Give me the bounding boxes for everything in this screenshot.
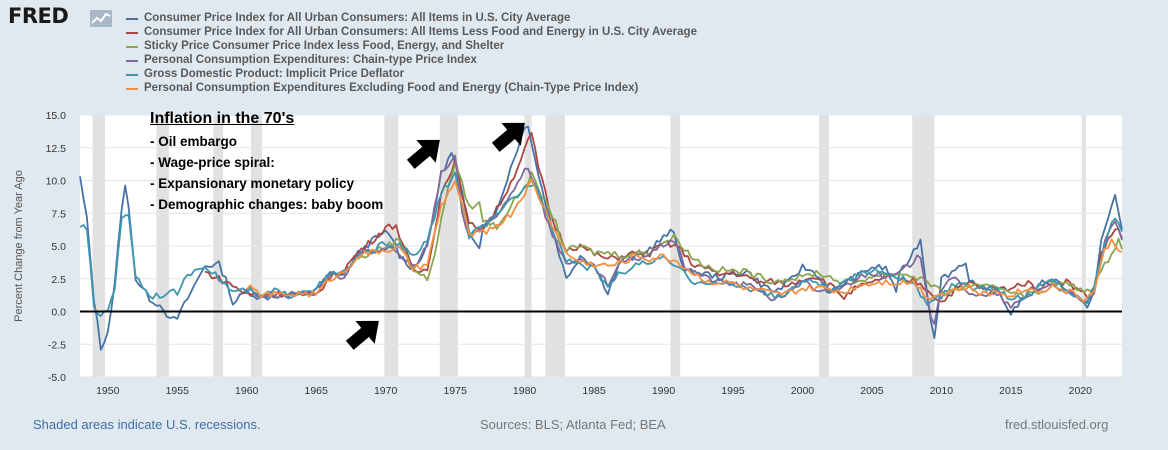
- recession-note: Shaded areas indicate U.S. recessions.: [33, 417, 261, 432]
- x-tick-label: 1985: [582, 385, 606, 397]
- annotation-line: - Demographic changes: baby boom: [150, 197, 384, 212]
- chart: 15.0 12.5 10.0 7.5 5.0 2.5 0.0 -2.5 -5.0 1950 1955…: [13, 110, 1123, 397]
- legend-label: Consumer Price Index for All Urban Consu…: [144, 26, 697, 38]
- source-url-link[interactable]: fred.stlouisfed.org: [1005, 417, 1109, 432]
- y-tick-label: 0.0: [51, 307, 66, 319]
- legend-label: Consumer Price Index for All Urban Consu…: [144, 12, 571, 24]
- x-tick-label: 1975: [443, 385, 467, 397]
- fred-logo[interactable]: FRED: [8, 4, 69, 28]
- legend-swatch: [126, 46, 138, 48]
- legend-swatch: [126, 18, 138, 20]
- y-axis-label: Percent Change from Year Ago: [13, 170, 25, 322]
- sources-note: Sources: BLS; Atlanta Fed; BEA: [480, 417, 666, 432]
- x-tick-label: 2005: [860, 385, 884, 397]
- legend-swatch: [126, 60, 138, 62]
- y-tick-label: 2.5: [51, 274, 66, 286]
- legend-label: Gross Domestic Product: Implicit Price D…: [144, 68, 405, 80]
- legend-swatch: [126, 32, 138, 34]
- arrow-icon: [406, 139, 440, 169]
- series-line: [246, 154, 1123, 326]
- y-tick-label: -2.5: [48, 339, 66, 351]
- x-tick-label: 1990: [652, 385, 676, 397]
- series-line: [79, 125, 1123, 351]
- annotation-box: Inflation in the 70's - Oil embargo - Wa…: [150, 110, 383, 215]
- x-tick-label: 2000: [791, 385, 815, 397]
- fred-chart-icon: [90, 10, 112, 27]
- legend-label: Sticky Price Consumer Price Index less F…: [144, 40, 505, 52]
- x-tick-label: 1950: [96, 385, 120, 397]
- arrow-icon: [345, 320, 379, 350]
- annotation-line: - Expansionary monetary policy: [150, 176, 355, 191]
- x-tick-label: 1960: [235, 385, 259, 397]
- x-tick-label: 1995: [721, 385, 745, 397]
- series-line: [246, 179, 1123, 303]
- y-tick-label: 7.5: [51, 208, 66, 220]
- x-tick-label: 2015: [999, 385, 1023, 397]
- x-tick-label: 1970: [374, 385, 398, 397]
- x-tick-label: 1965: [305, 385, 329, 397]
- annotation-line: - Wage-price spiral:: [150, 155, 275, 170]
- arrow-shape: [491, 122, 525, 152]
- x-tick-label: 2020: [1069, 385, 1093, 397]
- y-tick-label: 12.5: [46, 143, 67, 155]
- y-tick-label: 15.0: [46, 110, 67, 122]
- legend-label: Personal Consumption Expenditures: Chain…: [144, 54, 477, 66]
- y-tick-label: 10.0: [46, 176, 67, 188]
- fred-logo-text: FRED: [8, 4, 69, 28]
- arrow-shape: [345, 320, 379, 350]
- x-tick-label: 1955: [166, 385, 190, 397]
- legend-label: Personal Consumption Expenditures Exclud…: [144, 82, 639, 94]
- y-tick-label: -5.0: [48, 372, 66, 384]
- annotation-title: Inflation in the 70's: [150, 110, 295, 127]
- x-tick-label: 2010: [930, 385, 954, 397]
- series-line: [357, 163, 1123, 299]
- arrow-shape: [406, 139, 440, 169]
- legend-swatch: [126, 88, 138, 90]
- annotation-line: - Oil embargo: [150, 134, 238, 149]
- x-tick-label: 1980: [513, 385, 537, 397]
- y-tick-label: 5.0: [51, 241, 66, 253]
- arrow-icon: [491, 122, 525, 152]
- legend-swatch: [126, 74, 138, 76]
